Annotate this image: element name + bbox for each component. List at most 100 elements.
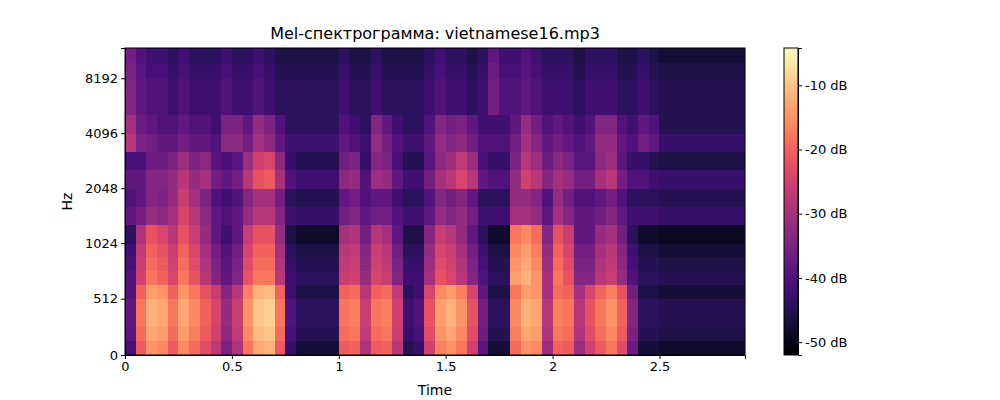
cell	[446, 225, 457, 244]
cell	[168, 78, 179, 97]
cell	[702, 133, 713, 152]
cell	[521, 133, 532, 152]
cell	[253, 78, 264, 97]
cell	[553, 152, 564, 171]
cell	[307, 152, 318, 171]
cell	[681, 327, 692, 342]
cell	[435, 207, 446, 226]
cell	[360, 327, 371, 342]
cell	[499, 313, 510, 328]
cell	[521, 256, 532, 271]
cell	[392, 327, 403, 342]
cell	[478, 62, 489, 78]
colorbar-tick-mark	[798, 342, 802, 343]
y-tick-mark	[121, 78, 125, 79]
cell	[424, 188, 435, 207]
cell	[189, 133, 200, 152]
cell	[189, 271, 200, 286]
cell	[275, 62, 286, 78]
cell	[403, 170, 414, 189]
cell	[328, 256, 339, 271]
cell	[328, 97, 339, 116]
cell	[681, 97, 692, 116]
cell	[649, 313, 660, 328]
y-tick: 0	[110, 348, 125, 363]
cell	[232, 341, 243, 355]
cell	[734, 225, 745, 244]
cell	[360, 271, 371, 286]
cell	[317, 152, 328, 171]
cell	[488, 170, 499, 189]
cell	[595, 48, 606, 63]
cell	[659, 48, 670, 63]
cell	[178, 313, 189, 328]
cell	[456, 115, 467, 134]
cell	[200, 313, 211, 328]
cell	[232, 299, 243, 314]
cell	[638, 97, 649, 116]
cell	[638, 285, 649, 300]
cell	[146, 225, 157, 244]
cell	[617, 243, 628, 257]
cell	[382, 225, 393, 244]
cell	[243, 97, 254, 116]
cell	[649, 97, 660, 116]
cell	[285, 341, 296, 355]
cell	[606, 243, 617, 257]
cell	[713, 152, 724, 171]
cell	[617, 62, 628, 78]
cell	[681, 152, 692, 171]
cell	[125, 285, 136, 300]
cell	[157, 341, 168, 355]
cell	[606, 78, 617, 97]
cell	[243, 256, 254, 271]
cell	[328, 225, 339, 244]
cell	[253, 152, 264, 171]
cell	[285, 327, 296, 342]
colorbar-tick-mark	[798, 149, 802, 150]
cell	[553, 271, 564, 286]
cell	[382, 256, 393, 271]
cell	[339, 313, 350, 328]
cell	[125, 170, 136, 189]
x-tick: 0.5	[222, 355, 243, 374]
cell	[617, 97, 628, 116]
cell	[360, 188, 371, 207]
cell	[692, 188, 703, 207]
cell	[488, 97, 499, 116]
cell	[339, 188, 350, 207]
cell	[211, 341, 222, 355]
cell	[360, 152, 371, 171]
cell	[189, 285, 200, 300]
cell	[349, 62, 360, 78]
cell	[467, 341, 478, 355]
cell	[649, 133, 660, 152]
cell	[349, 225, 360, 244]
cell	[659, 256, 670, 271]
cell	[606, 188, 617, 207]
cell	[713, 341, 724, 355]
cell	[542, 285, 553, 300]
cell	[403, 152, 414, 171]
cell	[221, 115, 232, 134]
cell	[125, 225, 136, 244]
cell	[649, 243, 660, 257]
cell	[243, 327, 254, 342]
x-tick-label: 1	[335, 359, 343, 374]
cell	[692, 115, 703, 134]
cell	[349, 170, 360, 189]
cell	[724, 152, 735, 171]
cell	[681, 48, 692, 63]
cell	[499, 48, 510, 63]
cell	[713, 327, 724, 342]
cell	[734, 341, 745, 355]
cell	[211, 285, 222, 300]
cell	[317, 170, 328, 189]
cell	[178, 341, 189, 355]
cell	[627, 188, 638, 207]
cell	[317, 225, 328, 244]
cell	[382, 152, 393, 171]
cell	[253, 170, 264, 189]
cell	[232, 48, 243, 63]
cell	[232, 327, 243, 342]
